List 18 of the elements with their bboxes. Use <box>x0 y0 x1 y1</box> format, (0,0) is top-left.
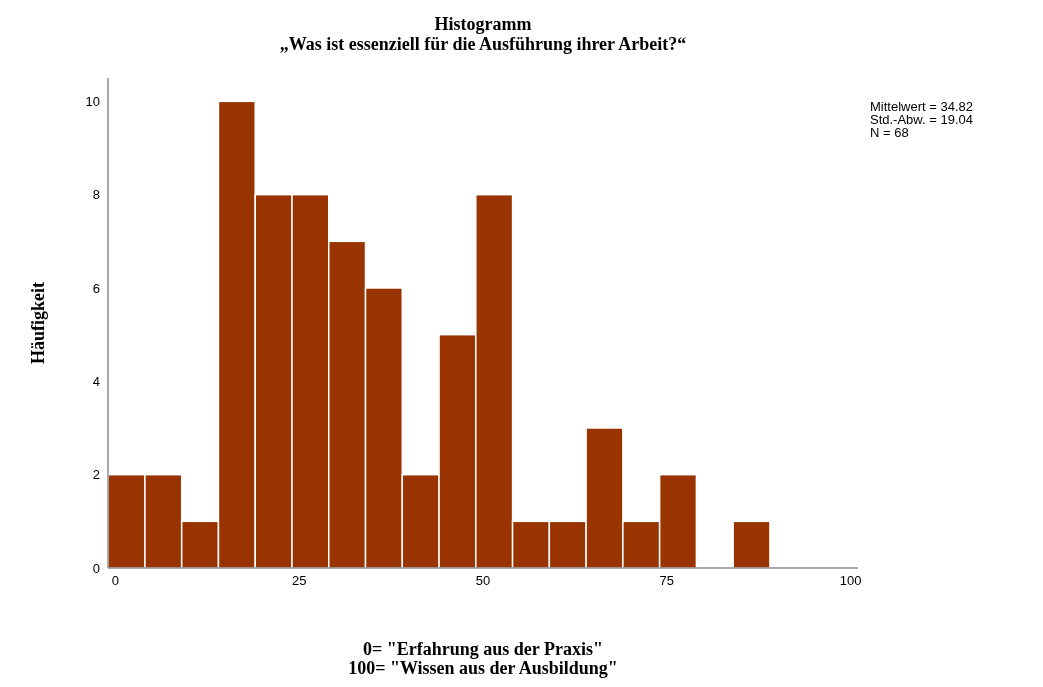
x-tick-label: 75 <box>659 573 675 589</box>
y-tick-label: 10 <box>85 93 100 109</box>
x-tick-label: 25 <box>291 573 307 589</box>
y-tick-label: 4 <box>92 373 100 389</box>
text: N = 68 <box>870 125 910 140</box>
x-tick-label: 100 <box>839 573 862 589</box>
y-tick-label: 8 <box>92 187 100 203</box>
y-tick-label: 0 <box>92 560 100 576</box>
chart-title: Histogramm <box>433 14 533 34</box>
x-tick-label: 50 <box>475 573 491 589</box>
text: Mittelwert = 34.82 <box>870 99 973 114</box>
text: Std.-Abw. = 19.04 <box>870 112 973 127</box>
y-tick-label: 2 <box>92 467 100 483</box>
x-axis-title: 0= "Erfahrung aus der Praxis" 100= "Wissen aus der Ausbildung" <box>347 639 619 678</box>
y-axis-title: Häufigkeit <box>28 281 49 365</box>
x-tick-label: 0 <box>111 573 119 589</box>
chart-subtitle: „Was ist essenziell für die Ausführung ihrer Arbeit?“ <box>278 34 688 54</box>
y-tick-label: 6 <box>92 280 100 296</box>
